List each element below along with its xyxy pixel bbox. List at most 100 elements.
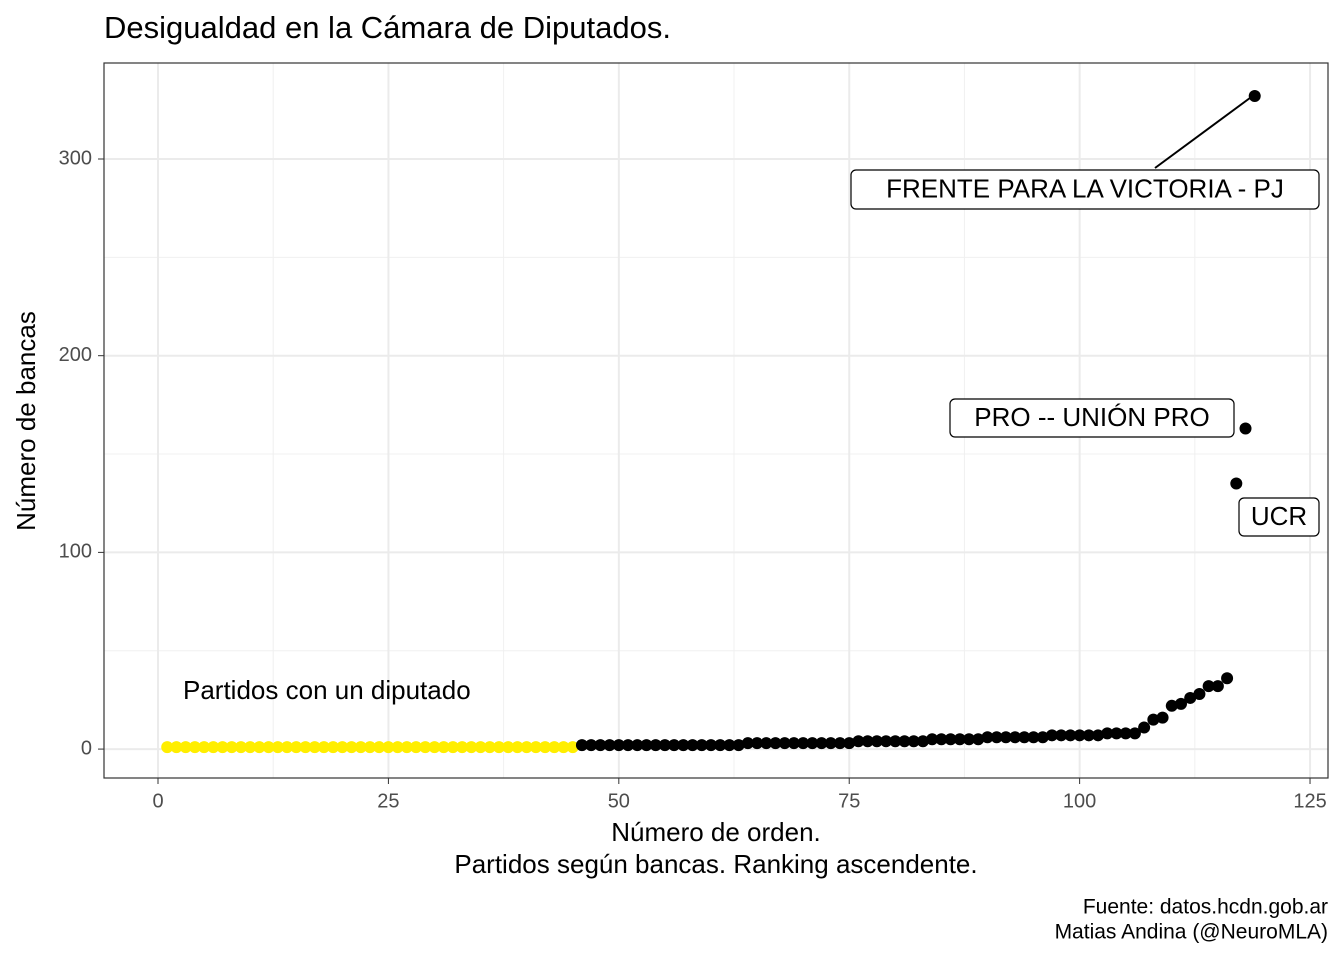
point [502,741,515,754]
point [981,731,994,744]
point [1036,731,1049,744]
point [225,741,238,754]
point [262,741,275,754]
point [990,731,1003,744]
x-axis-title: Número de orden. [611,817,821,847]
point [529,741,542,754]
point [244,741,257,754]
point [1018,731,1031,744]
point [861,735,874,748]
point [1138,721,1151,734]
point [944,733,957,746]
point [483,741,496,754]
point [179,741,192,754]
y-tick-label: 100 [59,541,92,563]
point [373,741,386,754]
point [1211,680,1224,693]
point [815,737,828,750]
point [198,741,211,754]
chart-title: Desigualdad en la Cámara de Diputados. [104,10,671,45]
point [400,741,413,754]
point [889,735,902,748]
point [539,741,552,754]
point [290,741,303,754]
point [1175,697,1188,710]
x-tick-label: 100 [1063,790,1096,812]
point [511,741,524,754]
caption: Fuente: datos.hcdn.gob.ar [1083,896,1328,919]
point [216,741,229,754]
point [870,735,883,748]
annotation: PRO -- UNIÓN PRO [974,402,1209,432]
point [170,741,183,754]
point [769,737,782,750]
point [1101,727,1114,740]
point [603,739,616,752]
point [566,741,579,754]
point [548,741,561,754]
point [935,733,948,746]
point [834,737,847,750]
point [1184,691,1197,704]
point [493,741,506,754]
point [1092,729,1105,742]
point [1202,680,1215,693]
point [428,741,441,754]
point [824,737,837,750]
annotation-box [949,398,1235,438]
point [760,737,773,750]
point [271,741,284,754]
point [778,737,791,750]
point [686,739,699,752]
point [695,739,708,752]
point [474,741,487,754]
point [363,741,376,754]
point [456,741,469,754]
point [1239,422,1252,435]
point [465,741,478,754]
point [1045,729,1058,742]
x-tick-label: 25 [377,790,399,812]
point [1165,699,1178,712]
point [327,741,340,754]
point [843,737,856,750]
point [234,741,247,754]
point [704,739,717,752]
x-axis-title: Partidos según bancas. Ranking ascendent… [454,849,977,879]
point [1082,729,1095,742]
annotation-box [1238,497,1320,537]
point [852,735,865,748]
point [880,735,893,748]
point [898,735,911,748]
point [188,741,201,754]
point [419,741,432,754]
annotation: UCR [1251,501,1307,531]
point [1221,672,1234,685]
point [410,741,423,754]
point [1027,731,1040,744]
point [714,739,727,752]
point [446,741,459,754]
annotation: Partidos con un diputado [183,675,471,705]
point [631,739,644,752]
point [926,733,939,746]
point [677,739,690,752]
x-tick-label: 125 [1293,790,1326,812]
point [1009,731,1022,744]
point [382,741,395,754]
point [594,739,607,752]
point [1128,727,1141,740]
point [1119,727,1132,740]
point [585,739,598,752]
point [612,739,625,752]
point [161,741,174,754]
point [345,741,358,754]
annotation-leader [1154,94,1255,169]
y-tick-label: 300 [59,147,92,169]
point [806,737,819,750]
point [1193,688,1206,701]
point [1156,711,1169,724]
point [999,731,1012,744]
